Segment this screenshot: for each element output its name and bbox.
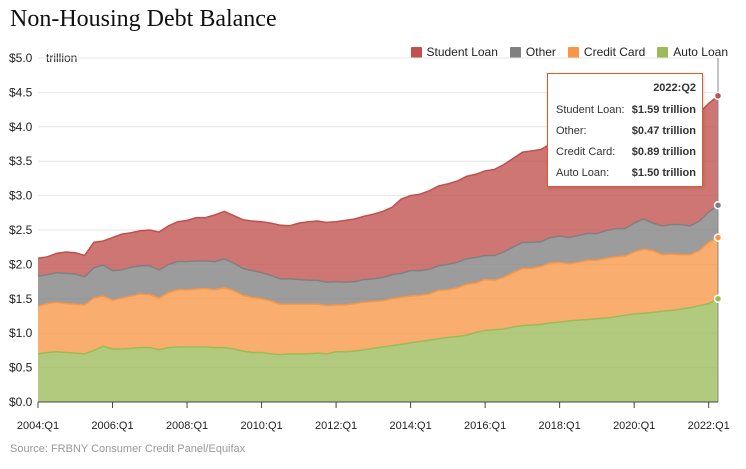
tooltip-value: $1.50 trillion <box>631 167 696 179</box>
legend-label-other: Other <box>525 45 556 59</box>
legend-item-other[interactable]: Other <box>509 45 556 59</box>
x-tick-label: 2014:Q1 <box>390 420 432 432</box>
legend-swatch-credit-card <box>567 46 579 58</box>
y-tick-label: $4.0 <box>9 120 33 134</box>
y-tick-label: $3.0 <box>9 189 33 203</box>
area-auto-loan <box>38 298 718 402</box>
area-student-loan <box>38 95 718 283</box>
y-tick-label: $1.5 <box>9 292 33 306</box>
legend-item-student-loan[interactable]: Student Loan <box>410 45 498 59</box>
marker-auto-loan <box>713 294 723 304</box>
x-tick-label: 2016:Q1 <box>464 420 506 432</box>
chart-legend: Student Loan Other Credit Card Auto Loan <box>410 45 728 59</box>
tooltip-period: 2022:Q2 <box>653 82 696 94</box>
marker-other <box>713 200 723 210</box>
legend-swatch-auto-loan <box>657 46 669 58</box>
legend-item-credit-card[interactable]: Credit Card <box>567 45 646 59</box>
y-tick-label: $0.0 <box>9 395 33 409</box>
legend-swatch-other <box>509 46 521 58</box>
line-auto-loan <box>37 298 719 356</box>
legend-label-auto-loan: Auto Loan <box>673 45 728 59</box>
tooltip-value: $0.89 trillion <box>631 146 696 158</box>
x-tick-label: 2020:Q1 <box>613 420 655 432</box>
y-tick-label: $1.0 <box>9 326 33 340</box>
x-tick-label: 2004:Q1 <box>17 420 59 432</box>
area-other <box>38 205 718 307</box>
tooltip-value: $0.47 trillion <box>631 125 696 137</box>
x-tick-label: 2018:Q1 <box>539 420 581 432</box>
tooltip-row-student-loan: Student Loan: $1.59 trillion <box>556 100 696 121</box>
x-tick-label: 2012:Q1 <box>315 420 357 432</box>
y-tick-label: $0.5 <box>9 361 33 375</box>
tooltip-label: Credit Card: <box>556 146 616 158</box>
legend-label-student-loan: Student Loan <box>426 45 498 59</box>
legend-swatch-student-loan <box>410 46 422 58</box>
chart-tooltip: 2022:Q2 Student Loan: $1.59 trillion Oth… <box>547 73 703 187</box>
tooltip-label: Student Loan: <box>556 104 625 116</box>
area-credit-card <box>38 237 718 355</box>
legend-item-auto-loan[interactable]: Auto Loan <box>657 45 728 59</box>
chart-title: Non-Housing Debt Balance <box>10 6 277 32</box>
tooltip-row-credit-card: Credit Card: $0.89 trillion <box>556 142 696 163</box>
tooltip-label: Auto Loan: <box>556 167 610 179</box>
x-tick-label: 2008:Q1 <box>166 420 208 432</box>
y-tick-label: $4.5 <box>9 85 33 99</box>
tooltip-row-other: Other: $0.47 trillion <box>556 121 696 142</box>
legend-label-credit-card: Credit Card <box>583 45 646 59</box>
tooltip-row-auto-loan: Auto Loan: $1.50 trillion <box>556 163 696 184</box>
line-credit-card <box>37 236 719 308</box>
marker-credit-card <box>713 233 723 242</box>
y-tick-label: $2.5 <box>9 223 33 237</box>
source-note: Source: FRBNY Consumer Credit Panel/Equi… <box>10 443 246 455</box>
line-other <box>37 204 719 284</box>
y-tick-label: $3.5 <box>9 154 33 168</box>
tooltip-value: $1.59 trillion <box>631 104 696 116</box>
x-tick-label: 2022:Q1 <box>688 420 730 432</box>
x-tick-label: 2006:Q1 <box>91 420 133 432</box>
marker-student-loan <box>713 91 723 101</box>
y-tick-label: $5.0 <box>9 51 33 65</box>
y-tick-label: $2.0 <box>9 257 33 271</box>
tooltip-label: Other: <box>556 125 587 137</box>
x-tick-label: 2010:Q1 <box>240 420 282 432</box>
